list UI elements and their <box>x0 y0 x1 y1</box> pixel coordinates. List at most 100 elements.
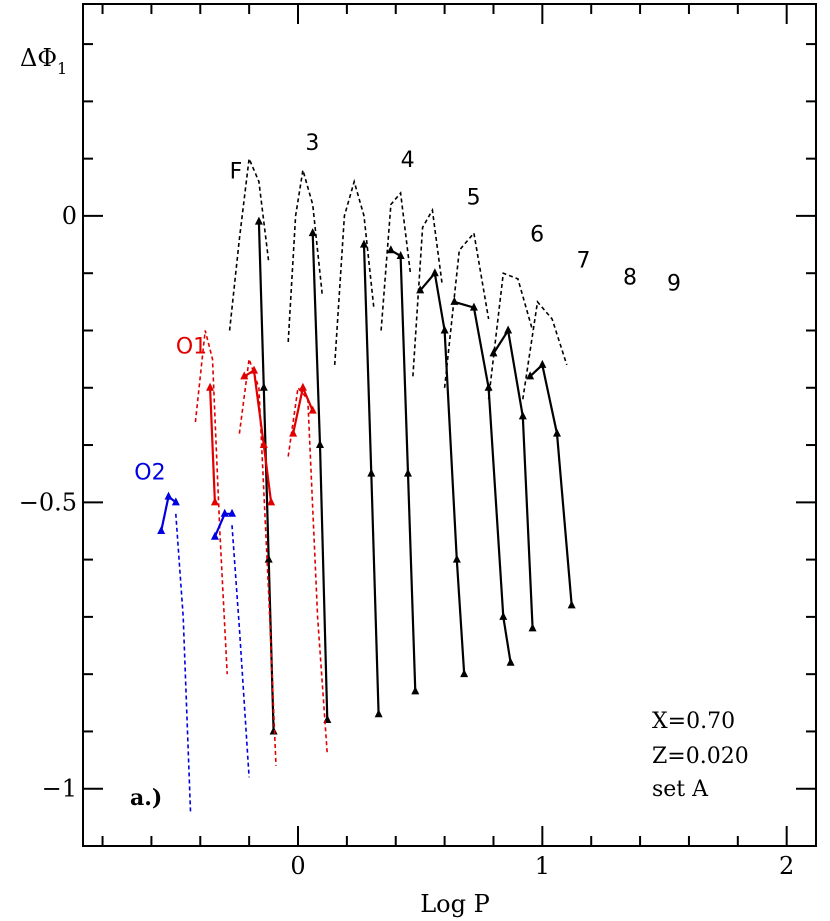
series-point <box>308 228 317 237</box>
series-point <box>528 623 537 632</box>
series-point <box>269 726 278 735</box>
series-point <box>250 365 259 374</box>
series-F <box>228 155 278 735</box>
series-layer <box>157 155 576 812</box>
series-point <box>386 245 395 254</box>
mode-label-7: 9 <box>667 271 681 296</box>
series-point <box>538 359 547 368</box>
series-point <box>220 508 229 517</box>
series-point <box>411 686 420 695</box>
plot-frame <box>82 3 817 847</box>
series-point <box>308 405 317 414</box>
series-point <box>316 440 325 449</box>
series-point <box>396 251 405 260</box>
mode-label-3: 5 <box>467 185 481 210</box>
series-point <box>440 325 449 334</box>
series-O1-b <box>238 358 277 766</box>
series-point <box>452 554 461 563</box>
series-line-dashed <box>287 385 329 755</box>
series-point <box>298 382 307 391</box>
axis-ticks: 0 1 2 0 −0.5 −1 <box>19 4 816 880</box>
series-O2-b <box>210 508 250 778</box>
series-line-dashed <box>231 525 250 778</box>
series-line-dashed <box>287 169 324 342</box>
series-point <box>489 348 498 357</box>
series-point <box>267 497 276 506</box>
series-point <box>289 428 298 437</box>
series-point <box>264 554 273 563</box>
series-point <box>416 285 425 294</box>
series-point <box>430 268 439 277</box>
series-O1-a <box>194 330 228 675</box>
series-line-dashed <box>238 358 277 766</box>
series-point <box>460 669 469 678</box>
series-5 <box>380 191 420 695</box>
mode-label-2: 4 <box>401 148 415 173</box>
series-point <box>499 611 508 620</box>
mode-label-0: F <box>230 160 243 185</box>
series-line-dashed <box>412 207 443 377</box>
x-tick-label-1: 1 <box>535 852 550 880</box>
series-point <box>254 216 263 225</box>
series-line-solid <box>243 368 273 503</box>
y-axis-label-main: ΔΦ <box>20 44 57 72</box>
series-O1-c <box>287 382 329 755</box>
series-point <box>403 468 412 477</box>
series-point <box>506 657 515 666</box>
y-tick-label-1: −0.5 <box>19 488 77 516</box>
series-point <box>206 382 215 391</box>
series-point <box>171 497 180 506</box>
y-axis-label: ΔΦ1 <box>20 44 67 78</box>
series-point <box>374 709 383 718</box>
x-tick-label-0: 0 <box>290 852 305 880</box>
series-3 <box>287 169 332 723</box>
info-line-2: Z=0.020 <box>652 744 749 769</box>
series-line-solid <box>529 362 573 606</box>
series-line-solid <box>492 327 534 629</box>
series-line-solid <box>209 387 216 503</box>
series-O2-a <box>157 491 192 812</box>
mode-label-1: 3 <box>305 131 319 156</box>
y-tick-label-2: −1 <box>42 775 77 803</box>
series-point <box>484 382 493 391</box>
series-point <box>164 491 173 500</box>
series-point <box>553 428 562 437</box>
series-point <box>210 497 219 506</box>
series-line-dashed <box>522 300 568 400</box>
series-line-solid <box>257 221 275 732</box>
info-line-1: X=0.70 <box>652 709 735 734</box>
mode-label-5: 7 <box>577 248 591 273</box>
series-line-dashed <box>443 231 490 388</box>
series-line-solid <box>160 494 177 532</box>
y-tick-label-0: 0 <box>62 202 77 230</box>
series-point <box>526 371 535 380</box>
series-7 <box>443 231 515 666</box>
x-tick-label-2: 2 <box>779 852 794 880</box>
series-9 <box>522 300 576 609</box>
series-8 <box>487 272 537 632</box>
series-line-dashed <box>487 272 534 400</box>
info-line-3: set A <box>652 777 709 802</box>
series-line-dashed <box>175 513 192 812</box>
mode-label-6: 8 <box>623 266 637 291</box>
series-point <box>240 371 249 380</box>
series-line-dashed <box>228 155 270 331</box>
series-point <box>228 508 237 517</box>
series-point <box>567 600 576 609</box>
series-point <box>367 468 376 477</box>
series-point <box>518 411 527 420</box>
y-axis-label-sub: 1 <box>57 59 67 78</box>
series-point <box>504 325 513 334</box>
series-line-solid <box>390 249 417 692</box>
mode-labels: F 3 4 5 6 7 8 9 O1 O2 <box>134 131 681 485</box>
series-point <box>450 296 459 305</box>
series-4 <box>333 178 383 718</box>
series-point <box>469 302 478 311</box>
series-point <box>359 239 368 248</box>
series-point <box>157 525 166 534</box>
x-axis-label: Log P <box>420 890 490 918</box>
panel-label: a.) <box>130 785 162 811</box>
series-line-solid <box>454 300 512 663</box>
series-6 <box>412 207 469 678</box>
series-line-solid <box>362 244 380 715</box>
